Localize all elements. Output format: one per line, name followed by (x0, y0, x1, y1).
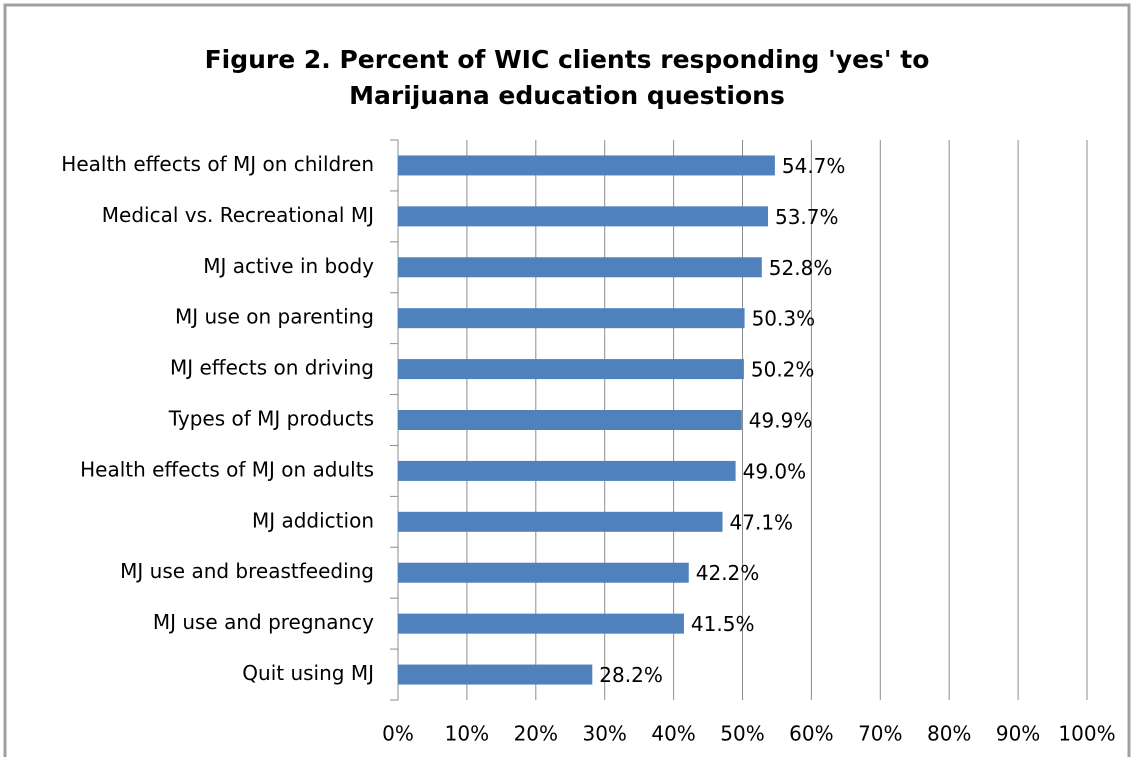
bar (398, 206, 768, 227)
bar (398, 562, 689, 583)
x-tick-label: 50% (720, 722, 764, 746)
y-tick-label: MJ effects on driving (170, 356, 374, 380)
value-label: 47.1% (730, 510, 794, 534)
bar (398, 257, 762, 278)
bar (398, 664, 593, 685)
x-tick-label: 90% (996, 722, 1040, 746)
bar (398, 359, 744, 380)
value-label: 49.9% (749, 409, 813, 433)
y-tick-label: Types of MJ products (168, 407, 374, 431)
x-tick-label: 10% (445, 722, 489, 746)
y-tick-label: Health effects of MJ on adults (80, 457, 374, 481)
value-label: 42.2% (696, 561, 760, 585)
value-label: 49.0% (743, 459, 807, 483)
value-label: 53.7% (775, 205, 839, 229)
chart-border (3, 3, 1131, 757)
bar (398, 155, 775, 176)
value-label: 28.2% (599, 663, 663, 687)
value-label: 50.3% (752, 307, 816, 331)
value-label: 54.7% (782, 154, 846, 178)
y-tick-label: MJ active in body (203, 254, 374, 278)
y-tick-label: MJ use and breastfeeding (120, 559, 374, 583)
value-label: 50.2% (751, 358, 815, 382)
x-tick-label: 60% (789, 722, 833, 746)
y-tick-label: MJ use on parenting (175, 305, 374, 329)
x-tick-label: 100% (1058, 722, 1115, 746)
value-label: 52.8% (769, 256, 833, 280)
y-tick-label: Health effects of MJ on children (61, 152, 374, 176)
x-tick-label: 0% (382, 722, 414, 746)
x-tick-label: 80% (927, 722, 971, 746)
y-tick-label: Medical vs. Recreational MJ (102, 203, 374, 227)
y-tick-label: MJ addiction (252, 508, 374, 532)
chart-title: Figure 2. Percent of WIC clients respond… (204, 45, 930, 110)
x-tick-label: 30% (582, 722, 626, 746)
y-tick-label: MJ use and pregnancy (153, 610, 374, 634)
bar (398, 410, 742, 430)
x-tick-label: 20% (514, 722, 558, 746)
x-tick-label: 40% (651, 722, 695, 746)
value-label: 41.5% (691, 612, 755, 636)
bar (398, 460, 736, 481)
bar (398, 511, 723, 532)
y-tick-label: Quit using MJ (242, 661, 374, 685)
x-tick-label: 70% (858, 722, 902, 746)
bar (398, 613, 684, 634)
bar (398, 308, 745, 329)
